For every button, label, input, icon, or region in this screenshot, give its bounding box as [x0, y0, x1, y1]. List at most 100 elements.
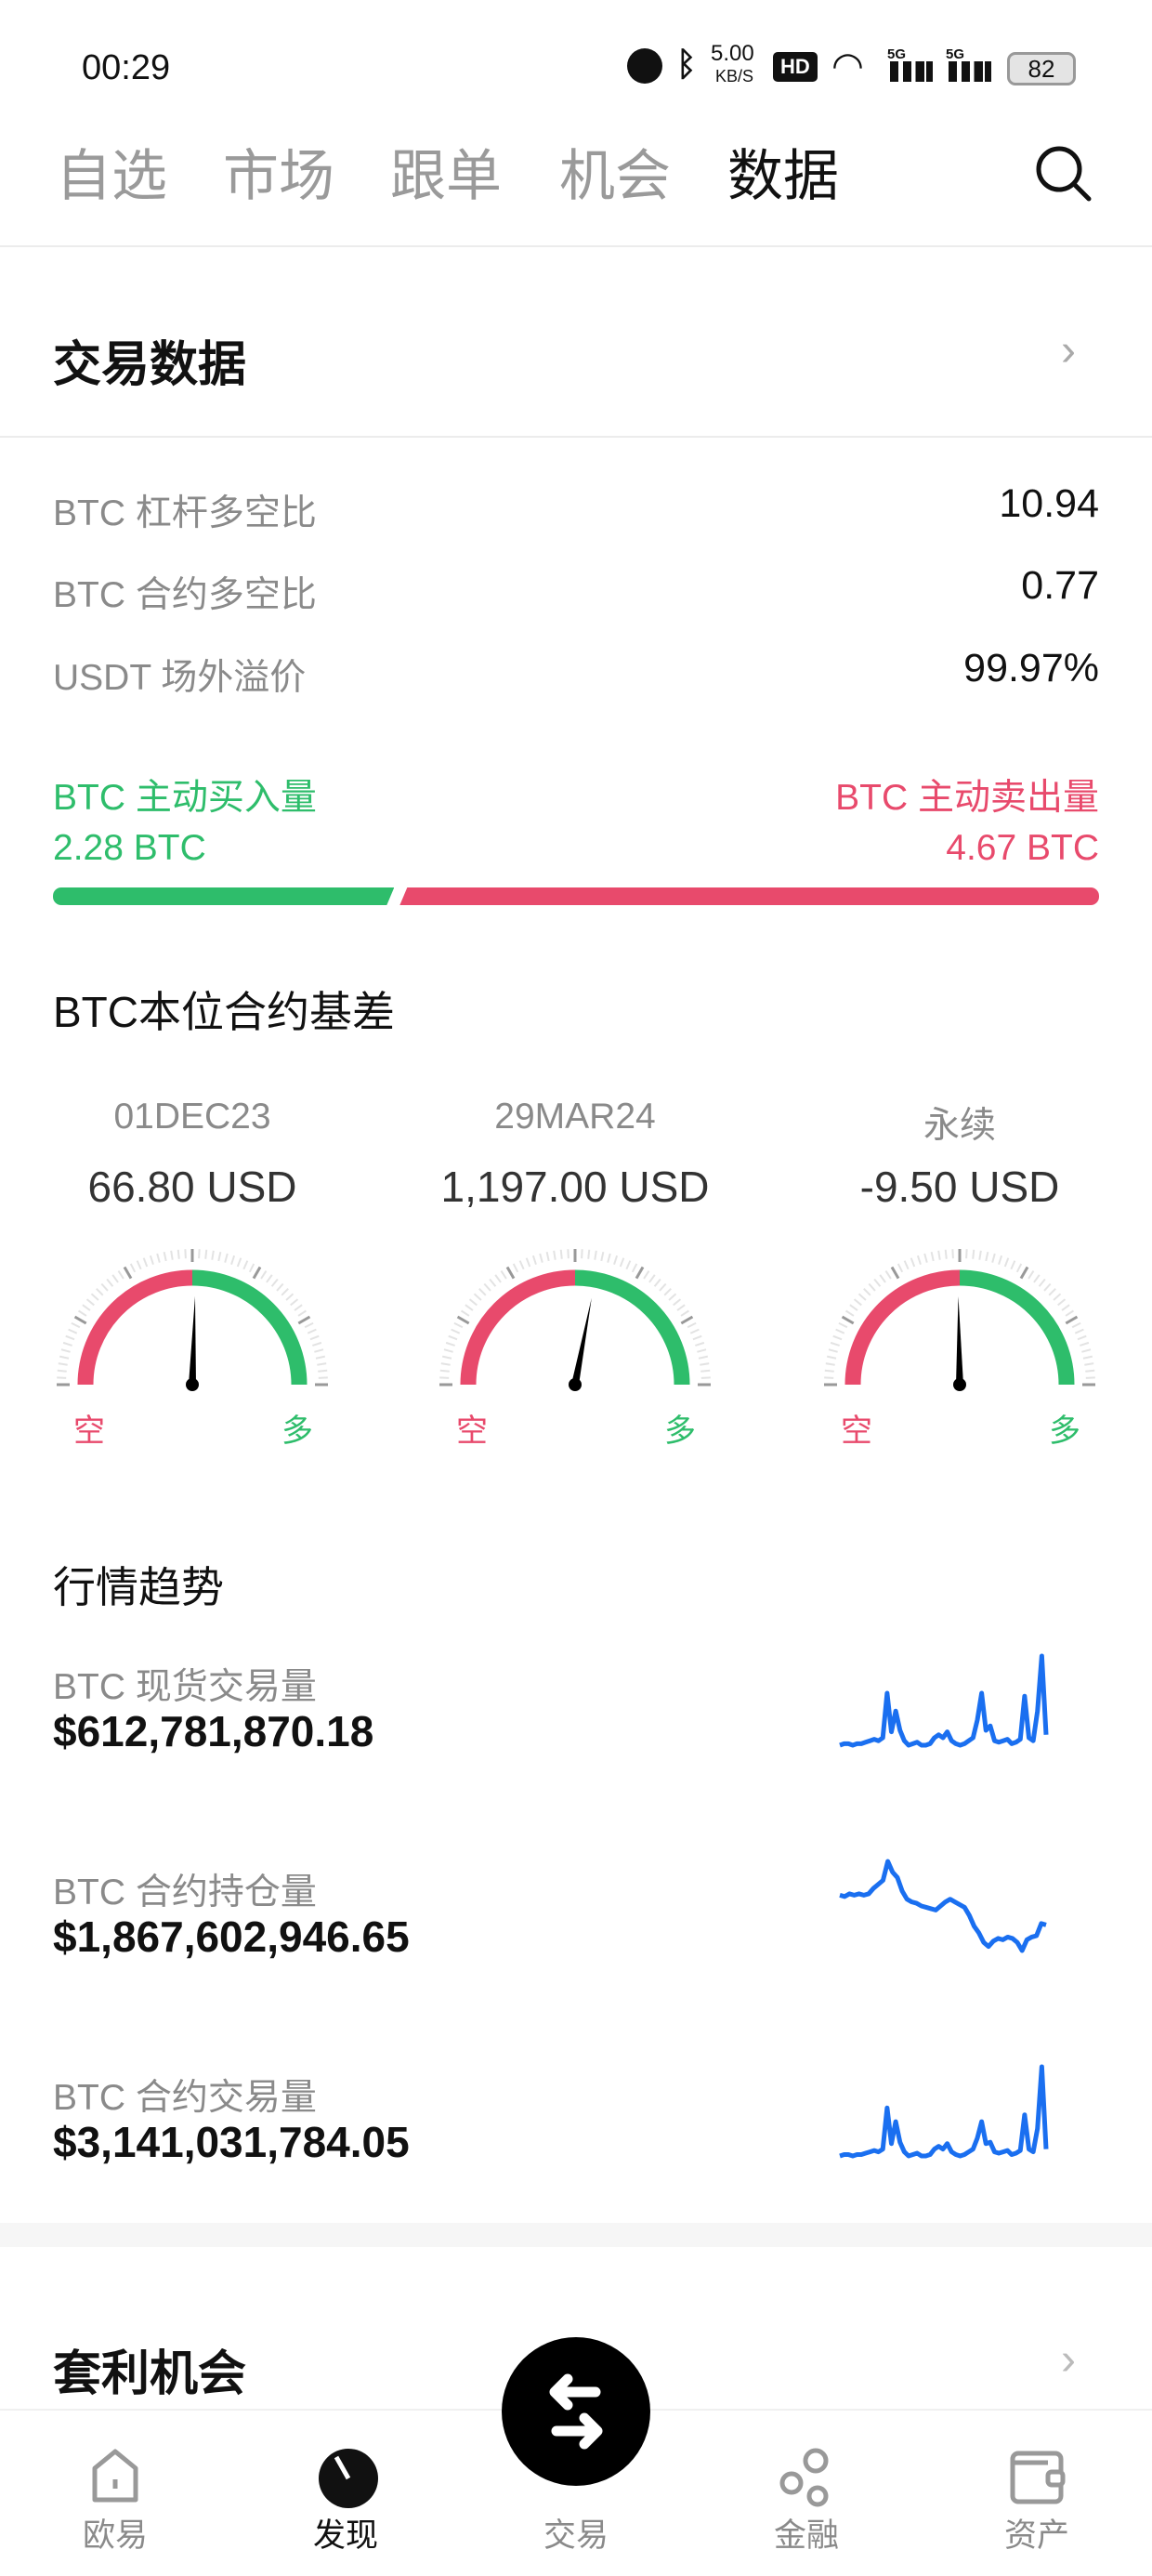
gauge-tick: [242, 1260, 249, 1270]
gauge-tick: [553, 1250, 556, 1260]
gauge-tick: [631, 1263, 638, 1273]
signal-5g-label: 5G: [946, 46, 965, 62]
gauge-tick: [294, 1304, 303, 1311]
nav-home[interactable]: 欧易: [0, 2409, 230, 2576]
gauge-tick: [58, 1362, 68, 1366]
gauge-tick: [211, 1250, 215, 1260]
chevron-right-icon[interactable]: ›: [1061, 326, 1076, 375]
gauge-needle: [571, 1297, 592, 1386]
gauge-tick: [826, 1355, 837, 1360]
gauge-tick: [445, 1341, 455, 1347]
gauge-tick: [903, 1260, 910, 1270]
chevron-right-icon[interactable]: ›: [1061, 2335, 1076, 2385]
gauge-tick: [884, 1270, 892, 1280]
section-title: 交易数据: [53, 338, 247, 392]
nav-finance[interactable]: 金融: [691, 2409, 922, 2576]
gauge-tick: [500, 1270, 507, 1280]
gauge-pivot: [569, 1378, 582, 1391]
gauge-tick: [687, 1321, 697, 1329]
section-gap: [0, 2223, 1152, 2247]
gauge-tick: [1053, 1293, 1062, 1301]
gauge-tick: [285, 1293, 295, 1301]
gauge-tick: [57, 1369, 67, 1373]
gauge-tick: [698, 1355, 709, 1360]
nav-label: 资产: [1003, 2517, 1069, 2554]
gauge-tick: [149, 1255, 154, 1265]
gauge-tick: [318, 1369, 328, 1373]
gauge-tick: [625, 1260, 632, 1270]
gauge-tick: [835, 1328, 845, 1334]
gauge-tick: [60, 1348, 71, 1353]
nav-label: 欧易: [82, 2517, 148, 2554]
gauge-tick: [276, 1282, 284, 1292]
gauge-tick: [483, 1282, 491, 1292]
gauge-tick: [680, 1315, 694, 1325]
basis-value: 1,197.00 USD: [440, 1163, 710, 1211]
gauge-tick: [85, 1298, 95, 1307]
gauge-tick: [1003, 1257, 1010, 1268]
gauge-tick: [607, 1253, 611, 1263]
gauge-tick: [304, 1321, 314, 1329]
tab-data[interactable]: 数据: [727, 145, 839, 207]
gauge-tick: [567, 1249, 569, 1259]
gauge-tick: [297, 1309, 307, 1317]
sparkline-chart: [839, 2064, 1049, 2159]
gauge-tick: [1085, 1369, 1095, 1373]
contract-date: 永续: [923, 1106, 996, 1146]
gauge-tick: [100, 1282, 109, 1292]
gauge-tick: [453, 1321, 464, 1329]
gauge-tick: [309, 1334, 320, 1341]
gauge-tick: [248, 1263, 255, 1273]
gauge-tick: [96, 1288, 104, 1296]
gauge-tick: [1071, 1321, 1081, 1329]
gauge-tick: [1065, 1315, 1079, 1325]
gauge-tick: [461, 1309, 470, 1317]
gauge-tick: [439, 1369, 450, 1373]
tab-opportunity[interactable]: 机会: [559, 145, 671, 207]
nav-discover[interactable]: 发现: [230, 2409, 461, 2576]
gauge-tick: [1033, 1274, 1041, 1283]
tab-watchlist[interactable]: 自选: [56, 145, 167, 207]
alarm-icon: [627, 48, 662, 84]
nav-trade[interactable]: 交易: [461, 2337, 691, 2576]
gauge-tick: [315, 1355, 326, 1360]
gauge-tick: [1048, 1288, 1056, 1296]
gauge-tick: [1077, 1334, 1087, 1341]
buy-bar: [53, 887, 394, 905]
tab-copy-trading[interactable]: 跟单: [390, 145, 502, 207]
home-icon: [92, 2449, 138, 2503]
status-time: 00:29: [82, 48, 171, 87]
contract-date: 01DEC23: [113, 1097, 271, 1137]
gauge-pivot: [953, 1378, 966, 1391]
sell-volume-label: BTC 主动卖出量: [835, 778, 1099, 818]
gauge-tick: [62, 1341, 72, 1347]
gauge-tick: [224, 1253, 229, 1263]
gauge-tick: [73, 1315, 87, 1325]
gauge-tick: [65, 1334, 75, 1341]
gauge-tick: [700, 1369, 711, 1373]
gauge-tick: [1038, 1278, 1046, 1287]
basis-title: BTC本位合约基差: [53, 988, 395, 1036]
trend-label: BTC 合约持仓量: [53, 1873, 317, 1912]
gauge-pivot: [186, 1378, 199, 1391]
gauge-tick: [468, 1298, 478, 1307]
wallet-icon: [1010, 2451, 1066, 2504]
long-label: 多: [664, 1413, 696, 1449]
nav-assets[interactable]: 资产: [922, 2409, 1152, 2576]
gauge-tick: [828, 1348, 838, 1353]
gauge-tick: [680, 1309, 689, 1317]
gauge-tick: [923, 1253, 928, 1263]
gauge-tick: [1084, 1362, 1094, 1366]
search-icon[interactable]: [1033, 143, 1094, 204]
gauge-tick: [281, 1288, 289, 1296]
sparkline: [839, 2064, 1049, 2159]
ratio-value: 99.97%: [963, 646, 1099, 690]
nav-label: 发现: [312, 2517, 378, 2554]
gauge-tick: [825, 1362, 835, 1366]
tab-market[interactable]: 市场: [223, 145, 334, 207]
trade-swap-icon[interactable]: [501, 2336, 651, 2487]
gauge-tick: [1081, 1348, 1092, 1353]
gauge-tick: [440, 1362, 451, 1366]
gauge-tick: [142, 1257, 149, 1268]
gauge-tick: [824, 1369, 834, 1373]
